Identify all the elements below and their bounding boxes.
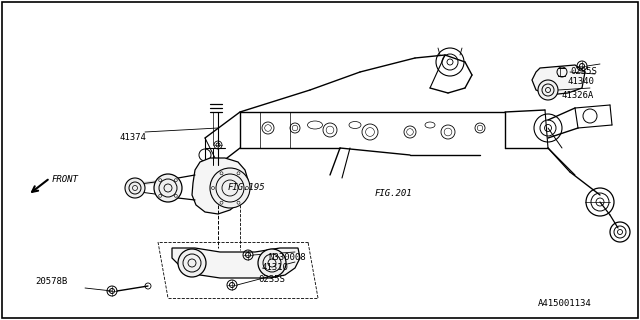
Polygon shape [532, 65, 585, 95]
Circle shape [178, 249, 206, 277]
Text: FIG.201: FIG.201 [375, 189, 413, 198]
Circle shape [125, 178, 145, 198]
Text: 41340: 41340 [568, 77, 595, 86]
Circle shape [538, 80, 558, 100]
Text: 20578B: 20578B [35, 277, 67, 286]
Text: 41326A: 41326A [562, 92, 595, 100]
Text: N330008: N330008 [268, 253, 306, 262]
Text: 41374: 41374 [120, 133, 147, 142]
Text: FIG.195: FIG.195 [228, 183, 266, 193]
Text: A415001134: A415001134 [538, 299, 592, 308]
Text: FRONT: FRONT [52, 175, 79, 185]
Text: 41310: 41310 [262, 263, 289, 273]
Polygon shape [172, 248, 300, 278]
Circle shape [154, 174, 182, 202]
Polygon shape [192, 158, 248, 214]
Text: 0235S: 0235S [570, 68, 597, 76]
Circle shape [258, 249, 286, 277]
Circle shape [210, 168, 250, 208]
Text: 0235S: 0235S [258, 276, 285, 284]
